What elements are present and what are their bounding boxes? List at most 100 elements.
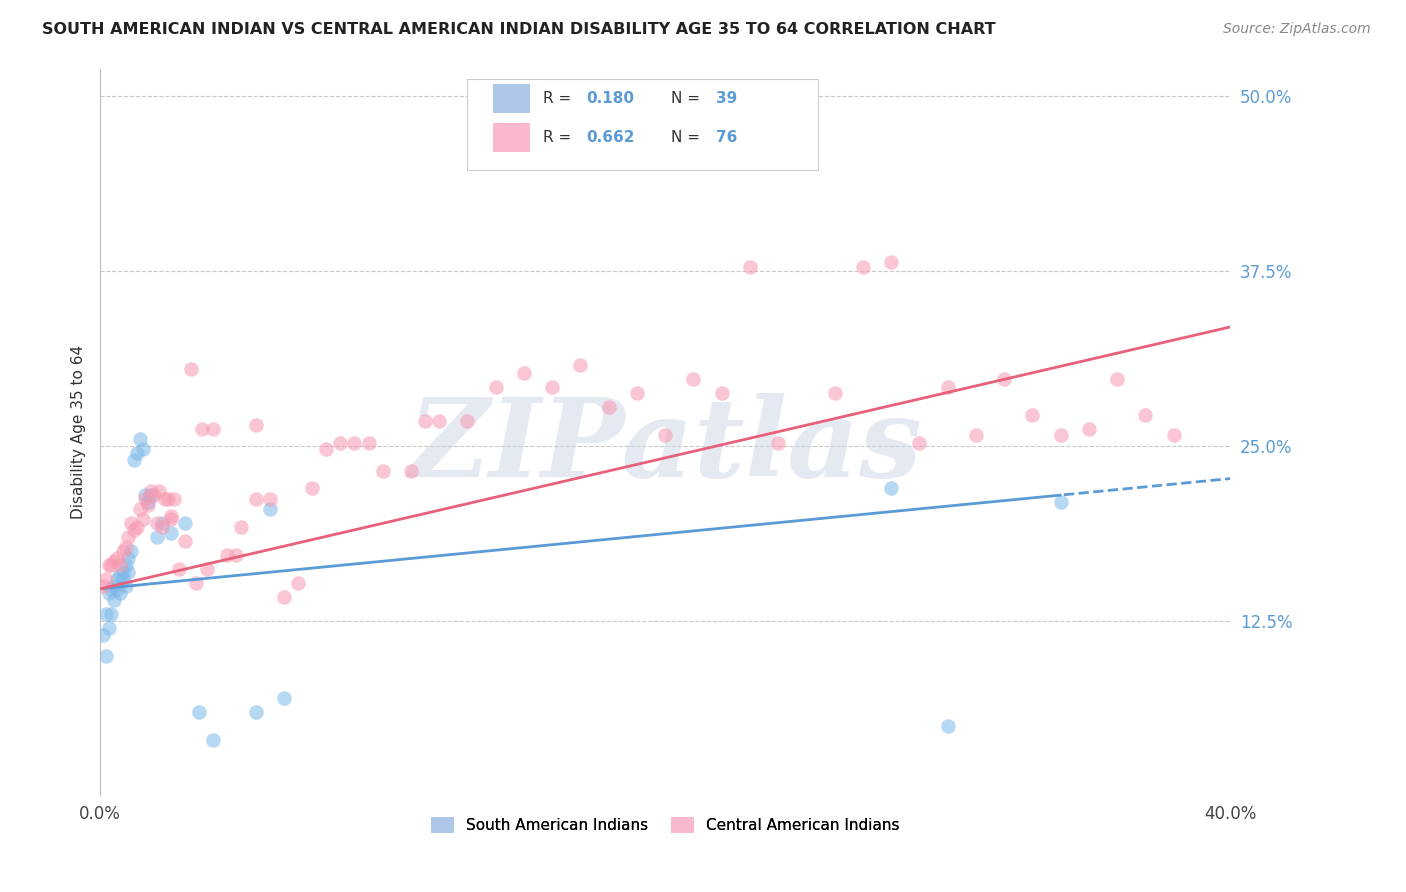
Point xyxy=(103,554,125,568)
Point xyxy=(128,502,150,516)
Point xyxy=(1163,428,1185,442)
Point xyxy=(97,621,120,635)
Point xyxy=(357,436,380,450)
Point xyxy=(162,492,184,507)
Point xyxy=(225,548,247,562)
Point xyxy=(1135,409,1157,423)
Point xyxy=(105,582,128,596)
Point xyxy=(97,558,120,572)
Point xyxy=(117,565,139,579)
Point xyxy=(456,414,478,428)
Point xyxy=(159,525,181,540)
Point xyxy=(880,254,903,268)
Point xyxy=(100,558,122,572)
Point xyxy=(710,386,733,401)
Point xyxy=(114,558,136,572)
Point xyxy=(120,516,142,530)
Point xyxy=(100,582,122,596)
Point xyxy=(427,414,450,428)
Point xyxy=(1107,372,1129,386)
Point xyxy=(91,628,114,642)
Point xyxy=(513,367,536,381)
Point xyxy=(202,732,225,747)
Point xyxy=(180,362,202,376)
Point xyxy=(273,590,295,604)
Point xyxy=(598,400,620,414)
Point xyxy=(120,544,142,558)
Point xyxy=(159,512,181,526)
Point xyxy=(273,690,295,705)
Point xyxy=(738,260,761,274)
Point xyxy=(399,464,422,478)
Point xyxy=(1021,409,1043,423)
Point xyxy=(122,453,145,467)
Point xyxy=(936,719,959,733)
Point xyxy=(139,483,162,498)
Point xyxy=(343,436,366,450)
Text: N =: N = xyxy=(671,91,704,106)
Point xyxy=(626,386,648,401)
Point xyxy=(139,488,162,502)
Point xyxy=(936,380,959,394)
Text: Source: ZipAtlas.com: Source: ZipAtlas.com xyxy=(1223,22,1371,37)
Point xyxy=(91,579,114,593)
Point xyxy=(108,567,131,582)
Point xyxy=(173,534,195,549)
Legend: South American Indians, Central American Indians: South American Indians, Central American… xyxy=(425,811,905,839)
Point xyxy=(485,380,508,394)
Point xyxy=(197,562,219,576)
Point xyxy=(159,509,181,524)
Point xyxy=(186,576,208,591)
Point xyxy=(245,705,267,719)
Point xyxy=(105,551,128,566)
Point xyxy=(145,516,167,530)
Point xyxy=(156,492,179,507)
Point xyxy=(1049,495,1071,509)
Y-axis label: Disability Age 35 to 64: Disability Age 35 to 64 xyxy=(72,345,86,519)
Point xyxy=(117,551,139,566)
Point xyxy=(148,483,170,498)
Point xyxy=(191,422,214,436)
Point xyxy=(315,442,337,456)
Point xyxy=(125,446,148,460)
Point xyxy=(125,520,148,534)
Point xyxy=(150,516,173,530)
Point xyxy=(1049,428,1071,442)
Point xyxy=(108,586,131,600)
Point xyxy=(136,498,159,512)
Point xyxy=(245,492,267,507)
Point xyxy=(111,565,134,579)
FancyBboxPatch shape xyxy=(467,79,818,170)
Point xyxy=(329,436,352,450)
Point xyxy=(654,428,676,442)
Point xyxy=(569,358,592,372)
Point xyxy=(108,558,131,572)
Point xyxy=(301,481,323,495)
Point xyxy=(217,548,239,562)
Point xyxy=(852,260,875,274)
Point xyxy=(188,705,211,719)
Point xyxy=(173,516,195,530)
Point xyxy=(371,464,394,478)
Text: R =: R = xyxy=(543,129,576,145)
Text: 0.662: 0.662 xyxy=(586,129,634,145)
Point xyxy=(682,372,704,386)
Text: 39: 39 xyxy=(716,91,737,106)
Point xyxy=(100,607,122,621)
Point xyxy=(766,436,789,450)
Point xyxy=(122,523,145,537)
Point xyxy=(908,436,931,450)
Point xyxy=(114,579,136,593)
Point xyxy=(134,488,156,502)
FancyBboxPatch shape xyxy=(494,84,530,113)
Point xyxy=(94,572,117,586)
Text: SOUTH AMERICAN INDIAN VS CENTRAL AMERICAN INDIAN DISABILITY AGE 35 TO 64 CORRELA: SOUTH AMERICAN INDIAN VS CENTRAL AMERICA… xyxy=(42,22,995,37)
Point xyxy=(142,488,165,502)
Point xyxy=(131,512,153,526)
Point xyxy=(111,572,134,586)
Text: 76: 76 xyxy=(716,129,737,145)
Point xyxy=(245,418,267,433)
Point xyxy=(131,442,153,456)
Point xyxy=(993,372,1015,386)
Text: ZIPatlas: ZIPatlas xyxy=(408,393,922,500)
